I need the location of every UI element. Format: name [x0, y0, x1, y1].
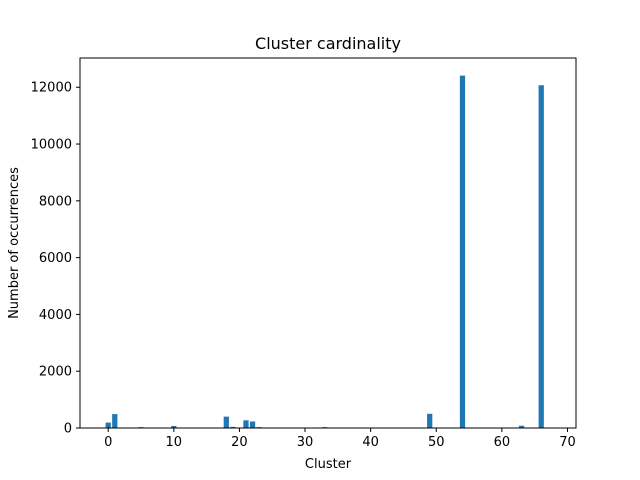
- chart-title: Cluster cardinality: [255, 34, 401, 53]
- bar-cluster-66: [538, 85, 544, 429]
- plot-frame: [79, 57, 577, 429]
- x-tick-label: 20: [231, 435, 248, 450]
- bar-cluster-0: [105, 422, 111, 428]
- bar-cluster-49: [427, 413, 433, 428]
- y-tick-label: 8000: [39, 194, 72, 209]
- y-tick-label: 4000: [39, 308, 72, 323]
- bar-cluster-1: [112, 414, 118, 428]
- x-tick-label: 70: [559, 435, 576, 450]
- y-tick-label: 10000: [31, 138, 72, 153]
- x-tick-label: 60: [494, 435, 511, 450]
- x-tick-label: 0: [104, 435, 112, 450]
- y-axis-ticks: 0 2000 4000 6000 8000 10000 12000: [31, 81, 80, 437]
- y-axis-label: Number of occurrences: [7, 167, 22, 319]
- bars-group: [105, 75, 544, 429]
- y-tick-label: 0: [64, 422, 72, 437]
- bar-cluster-22: [249, 421, 256, 428]
- bar-cluster-63: [518, 425, 525, 428]
- y-tick-label: 6000: [39, 251, 72, 266]
- x-axis-ticks: 0 10 20 30 40 50 60 70: [104, 428, 576, 450]
- bar-cluster-54: [459, 75, 466, 428]
- x-axis-label: Cluster: [305, 457, 352, 472]
- bar-cluster-18: [223, 416, 229, 428]
- y-tick-label: 2000: [39, 365, 72, 380]
- bar-cluster-21: [243, 420, 249, 428]
- x-tick-label: 10: [166, 435, 183, 450]
- bar-cluster-19: [230, 426, 236, 428]
- y-tick-label: 12000: [31, 81, 72, 96]
- bar-cluster-10: [171, 426, 177, 428]
- x-tick-label: 40: [362, 435, 379, 450]
- x-tick-label: 50: [428, 435, 445, 450]
- x-tick-label: 30: [297, 435, 314, 450]
